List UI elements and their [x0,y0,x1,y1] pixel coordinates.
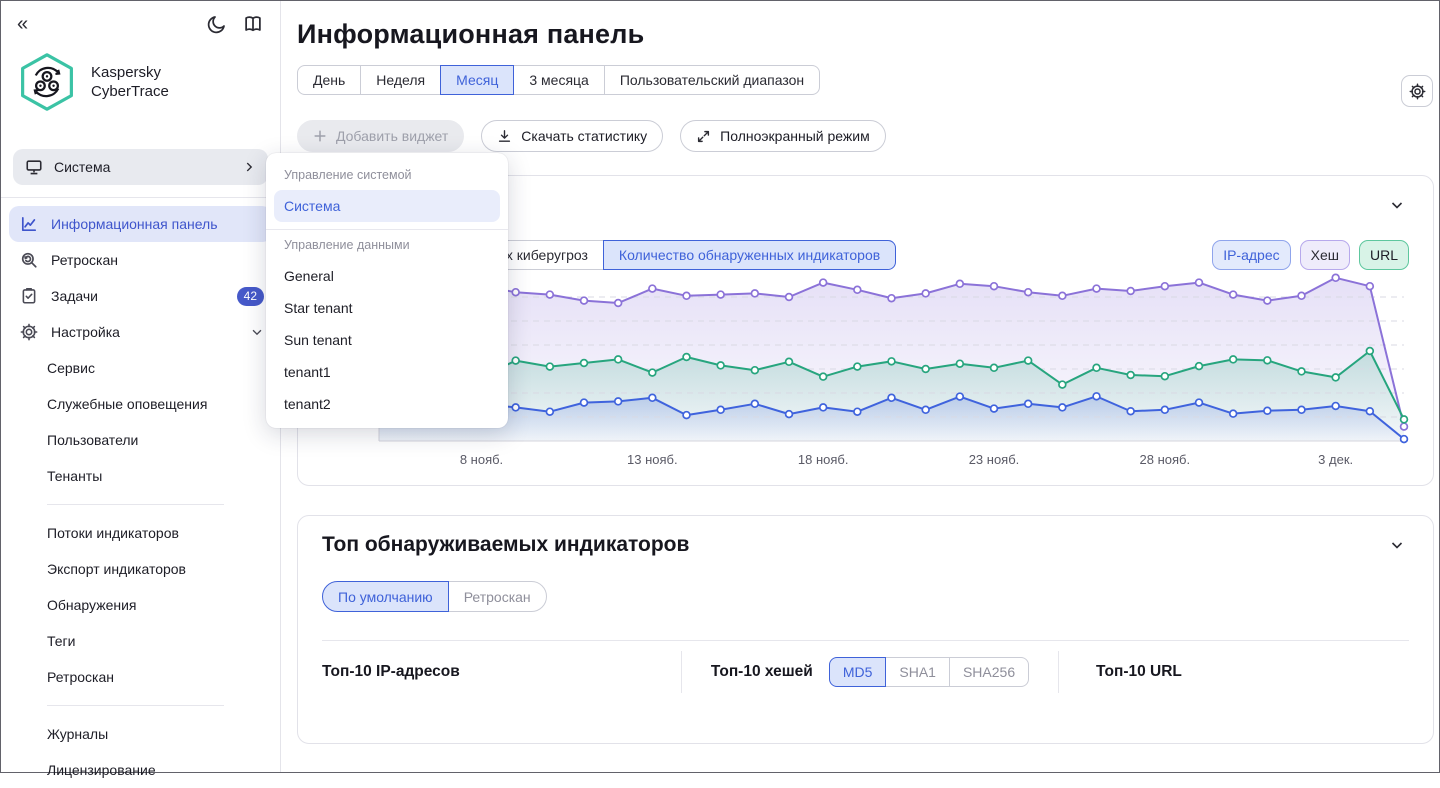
svg-text:3 дек.: 3 дек. [1318,452,1353,467]
sidebar-item-logs[interactable]: Журналы [47,726,109,742]
sidebar-item-tasks[interactable]: Задачи 42 [9,278,272,314]
card-divider [322,640,1409,641]
dark-mode-moon-icon[interactable] [206,13,228,35]
svg-text:8 нояб.: 8 нояб. [460,452,503,467]
menu-group-system: Управление системой [284,168,412,182]
documentation-book-icon[interactable] [242,13,264,35]
sidebar-item-label: Настройка [51,324,120,340]
svg-text:28 нояб.: 28 нояб. [1140,452,1191,467]
kaspersky-hexagon-logo-icon [21,53,73,111]
menu-divider [266,229,508,230]
dashboard-settings-button[interactable] [1401,75,1433,107]
fullscreen-button[interactable]: Полноэкранный режим [680,120,886,152]
sidebar-item-retroscan-settings[interactable]: Ретроскан [47,669,114,685]
sidebar-item-indicator-feeds[interactable]: Потоки индикаторов [47,525,179,541]
sidebar-sub-divider [47,705,224,706]
hash-tab-md5[interactable]: MD5 [828,657,887,687]
sidebar-item-service[interactable]: Сервис [47,360,95,376]
top-hash-column-label: Топ-10 хешей [710,663,813,680]
metric-segmented-control: Количество обнаруженных киберугроз Колич… [322,240,897,270]
add-widget-button[interactable]: Добавить виджет [297,120,465,152]
chevron-right-icon [246,162,253,172]
download-icon [499,129,511,142]
sidebar-item-service-alerts[interactable]: Служебные оповещения [47,396,208,412]
sidebar-item-licensing[interactable]: Лицензирование [47,762,156,778]
expand-arrows-icon [698,130,710,142]
period-month[interactable]: Месяц [440,65,515,95]
hash-tab-sha1[interactable]: SHA1 [885,657,950,687]
menu-group-data: Управление данными [284,238,410,252]
app-name: Kaspersky CyberTrace [91,63,169,101]
gear-icon [1409,83,1425,99]
sidebar-item-label: Задачи [51,288,99,304]
sidebar-divider [1,197,280,198]
top-mode-tabs: По умолчанию Ретроскан [322,581,547,612]
sidebar-sub-divider [47,504,224,505]
top-ip-column-label: Топ-10 IP-адресов [322,663,460,680]
hash-type-segmented-control: MD5 SHA1 SHA256 [828,657,1030,687]
menu-item-general[interactable]: General [284,268,334,284]
sidebar-item-settings[interactable]: Настройка [9,314,272,350]
menu-item-sun-tenant[interactable]: Sun tenant [284,332,352,348]
tab-default[interactable]: По умолчанию [322,581,449,612]
chevron-down-icon [1391,202,1403,209]
svg-text:13 нояб.: 13 нояб. [627,452,678,467]
metric-indicators-tab[interactable]: Количество обнаруженных индикаторов [602,240,897,270]
indicator-type-chips: IP-адрес Хеш URL [1212,240,1409,270]
period-custom-range[interactable]: Пользовательский диапазон [603,65,821,95]
download-statistics-button[interactable]: Скачать статистику [481,120,664,152]
workspace-dropdown-menu: Управление системой Система Управление д… [266,153,508,428]
tab-retroscan[interactable]: Ретроскан [447,581,547,612]
gear-icon [19,322,39,342]
lookups-chart[interactable]: 100 000200 000300 000400 000500 000600 0… [322,272,1409,485]
sidebar-item-label: Информационная панель [51,216,218,232]
page-title: Информационная панель [297,19,645,49]
menu-item-system[interactable]: Система [274,190,500,222]
sidebar-item-tags[interactable]: Теги [47,633,76,649]
sidebar-item-detections[interactable]: Обнаружения [47,597,137,613]
line-chart-icon [19,214,39,234]
workspace-label: Система [54,159,111,175]
hash-tab-sha256[interactable]: SHA256 [948,657,1030,687]
tasks-count-badge: 42 [236,286,264,306]
plus-icon [314,130,326,142]
sidebar-item-dashboard[interactable]: Информационная панель [9,206,272,242]
top-url-column-label: Топ-10 URL [1096,663,1182,680]
sidebar-collapse-icon[interactable]: « [17,13,28,35]
menu-item-tenant1[interactable]: tenant1 [284,364,331,380]
top-indicators-card: Топ обнаруживаемых индикаторов По умолча… [297,515,1434,744]
top-indicators-title: Топ обнаруживаемых индикаторов [322,533,690,556]
chevron-down-icon [1391,542,1403,549]
svg-text:18 нояб.: 18 нояб. [798,452,849,467]
system-monitor-icon [26,160,42,175]
sidebar-item-users[interactable]: Пользователи [47,432,139,448]
chip-url[interactable]: URL [1358,240,1409,270]
retroscan-search-icon [19,250,39,270]
toolbar: Добавить виджет Скачать статистику Полно… [297,120,1434,152]
period-week[interactable]: Неделя [360,65,442,95]
tasks-clipboard-icon [19,286,39,306]
app-logo: Kaspersky CyberTrace [1,41,280,131]
period-3-months[interactable]: 3 месяца [513,65,605,95]
top-columns-header: Топ-10 IP-адресов Топ-10 хешей MD5 SHA1 … [322,641,1409,703]
period-day[interactable]: День [297,65,362,95]
collapse-card-button[interactable] [1385,193,1409,217]
chevron-down-icon [252,329,262,336]
period-segmented-control: День Неделя Месяц 3 месяца Пользовательс… [297,65,821,95]
chip-hash[interactable]: Хеш [1299,240,1350,270]
sidebar-item-retroscan[interactable]: Ретроскан [9,242,272,278]
collapse-card-button[interactable] [1385,533,1409,557]
chip-ip-address[interactable]: IP-адрес [1212,240,1291,270]
sidebar: « Kaspersky CyberTrace Система [1,1,281,778]
menu-item-star-tenant[interactable]: Star tenant [284,300,353,316]
sidebar-item-label: Ретроскан [51,252,118,268]
sidebar-item-indicator-export[interactable]: Экспорт индикаторов [47,561,186,577]
svg-text:23 нояб.: 23 нояб. [969,452,1020,467]
sidebar-item-tenants[interactable]: Тенанты [47,468,103,484]
workspace-selector[interactable]: Система [13,149,268,185]
menu-item-tenant2[interactable]: tenant2 [284,396,331,412]
